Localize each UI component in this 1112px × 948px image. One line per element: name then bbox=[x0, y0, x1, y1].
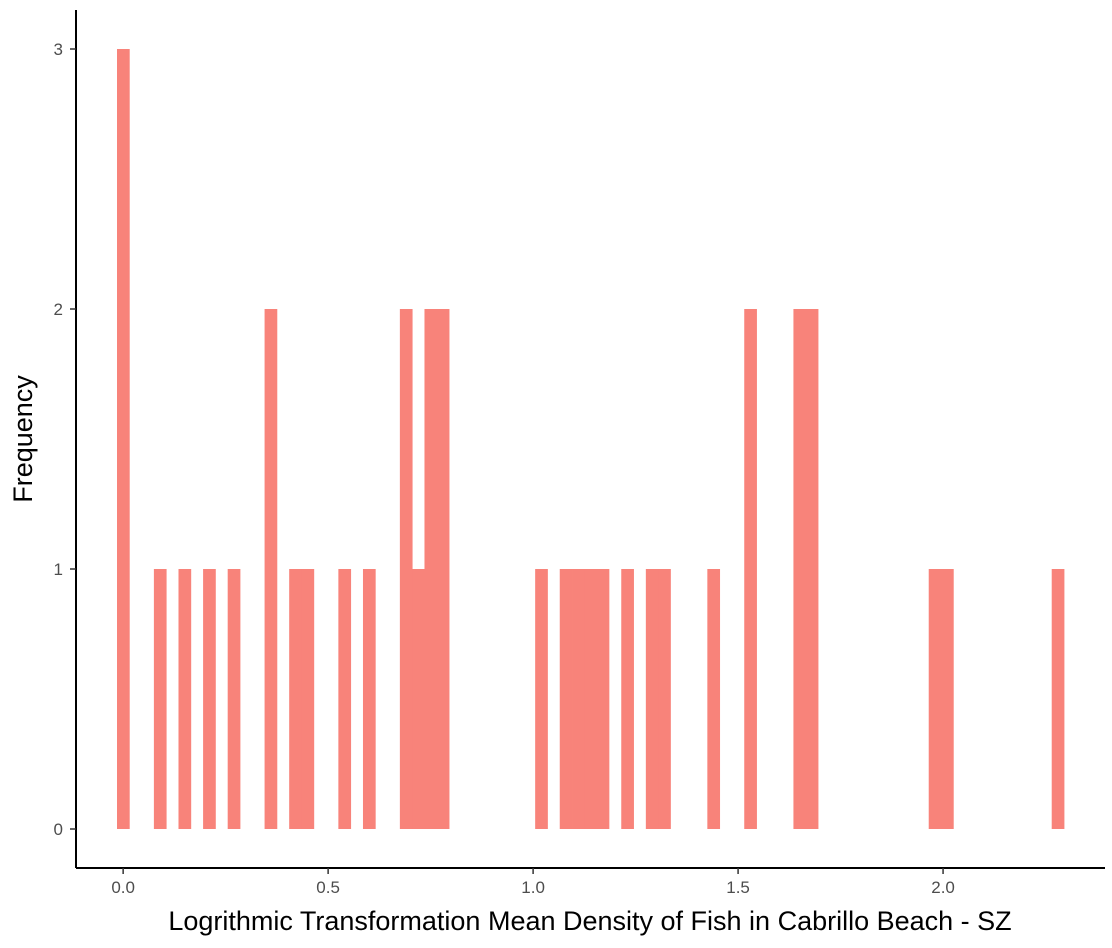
histogram-bar bbox=[621, 569, 634, 829]
y-tick-label: 2 bbox=[54, 300, 63, 319]
histogram-bar bbox=[362, 569, 376, 829]
y-tick-label: 1 bbox=[54, 560, 63, 579]
y-tick-label: 3 bbox=[54, 40, 63, 59]
x-axis-title: Logrithmic Transformation Mean Density o… bbox=[168, 906, 1011, 936]
histogram-bar bbox=[424, 309, 438, 829]
histogram-bar bbox=[596, 569, 610, 829]
histogram-bar bbox=[535, 569, 548, 829]
y-axis-title: Frequency bbox=[8, 375, 38, 503]
histogram-bar bbox=[928, 569, 942, 829]
histogram-bar bbox=[436, 309, 450, 829]
histogram-bars bbox=[117, 49, 1065, 829]
histogram-bar bbox=[1051, 569, 1065, 829]
histogram-bar bbox=[572, 569, 585, 829]
x-tick-label: 1.5 bbox=[726, 878, 750, 897]
histogram-bar bbox=[412, 569, 425, 829]
histogram-bar bbox=[584, 569, 598, 829]
histogram-bar bbox=[744, 309, 757, 829]
histogram-bar bbox=[203, 569, 216, 829]
y-tick-label: 0 bbox=[54, 820, 63, 839]
histogram-bar bbox=[805, 309, 819, 829]
histogram-bar bbox=[153, 569, 167, 829]
histogram-bar bbox=[941, 569, 954, 829]
histogram-bar bbox=[117, 49, 130, 829]
histogram-bar bbox=[227, 569, 241, 829]
histogram-bar bbox=[399, 309, 413, 829]
histogram-bar bbox=[301, 569, 315, 829]
x-tick-label: 0.0 bbox=[111, 878, 135, 897]
x-axis-ticks: 0.0 0.5 1.0 1.5 2.0 bbox=[111, 868, 955, 897]
histogram-bar bbox=[178, 569, 192, 829]
histogram-bar bbox=[658, 569, 671, 829]
histogram-bar bbox=[645, 569, 659, 829]
histogram-bar bbox=[559, 569, 573, 829]
y-axis-ticks: 0 1 2 3 bbox=[54, 40, 76, 839]
x-tick-label: 0.5 bbox=[316, 878, 340, 897]
histogram-bar bbox=[793, 309, 807, 829]
histogram-bar bbox=[264, 309, 278, 829]
histogram-bar bbox=[289, 569, 302, 829]
histogram-bar bbox=[338, 569, 352, 829]
histogram-bar bbox=[707, 569, 721, 829]
x-tick-label: 2.0 bbox=[931, 878, 955, 897]
x-tick-label: 1.0 bbox=[521, 878, 545, 897]
